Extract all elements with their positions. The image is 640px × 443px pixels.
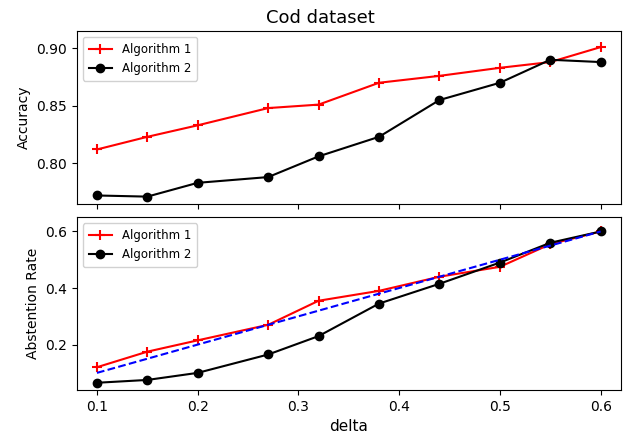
Algorithm 2	[547, 240, 554, 245]
Algorithm 2	[375, 301, 383, 306]
Algorithm 2	[375, 134, 383, 140]
Algorithm 1	[93, 365, 100, 370]
Algorithm 2	[93, 380, 100, 385]
Algorithm 2	[436, 281, 444, 287]
Algorithm 2	[93, 193, 100, 198]
Algorithm 1	[143, 134, 151, 140]
Algorithm 1	[547, 59, 554, 65]
Algorithm 1	[194, 338, 202, 343]
Algorithm 2	[264, 175, 272, 180]
Algorithm 2	[547, 57, 554, 62]
Algorithm 1	[315, 102, 323, 107]
Text: Cod dataset: Cod dataset	[266, 9, 374, 27]
Algorithm 2	[496, 260, 504, 265]
Line: Algorithm 2: Algorithm 2	[93, 227, 605, 387]
Line: Algorithm 2: Algorithm 2	[93, 55, 605, 201]
Algorithm 2	[597, 59, 605, 65]
Algorithm 1	[597, 44, 605, 50]
Algorithm 1	[597, 229, 605, 234]
Algorithm 2	[496, 80, 504, 85]
Algorithm 1	[194, 123, 202, 128]
Algorithm 1	[264, 322, 272, 327]
Algorithm 2	[143, 194, 151, 199]
Algorithm 2	[315, 334, 323, 339]
Legend: Algorithm 1, Algorithm 2: Algorithm 1, Algorithm 2	[83, 223, 197, 267]
Algorithm 2	[143, 377, 151, 383]
Line: Algorithm 1: Algorithm 1	[92, 227, 605, 372]
Algorithm 1	[496, 65, 504, 70]
Algorithm 1	[93, 147, 100, 152]
Y-axis label: Accuracy: Accuracy	[17, 85, 31, 149]
Algorithm 2	[264, 352, 272, 357]
Algorithm 2	[315, 154, 323, 159]
Algorithm 1	[315, 298, 323, 303]
Algorithm 2	[436, 97, 444, 103]
Line: Algorithm 1: Algorithm 1	[92, 42, 605, 154]
Algorithm 1	[547, 241, 554, 247]
Algorithm 1	[436, 274, 444, 280]
Algorithm 1	[496, 264, 504, 269]
Legend: Algorithm 1, Algorithm 2: Algorithm 1, Algorithm 2	[83, 37, 197, 81]
Algorithm 1	[375, 80, 383, 85]
Algorithm 2	[194, 370, 202, 376]
Algorithm 1	[375, 288, 383, 294]
X-axis label: delta: delta	[330, 419, 368, 434]
Algorithm 1	[143, 349, 151, 354]
Algorithm 2	[194, 180, 202, 186]
Y-axis label: Abstention Rate: Abstention Rate	[26, 248, 40, 359]
Algorithm 2	[597, 229, 605, 234]
Algorithm 1	[436, 73, 444, 78]
Algorithm 1	[264, 105, 272, 111]
